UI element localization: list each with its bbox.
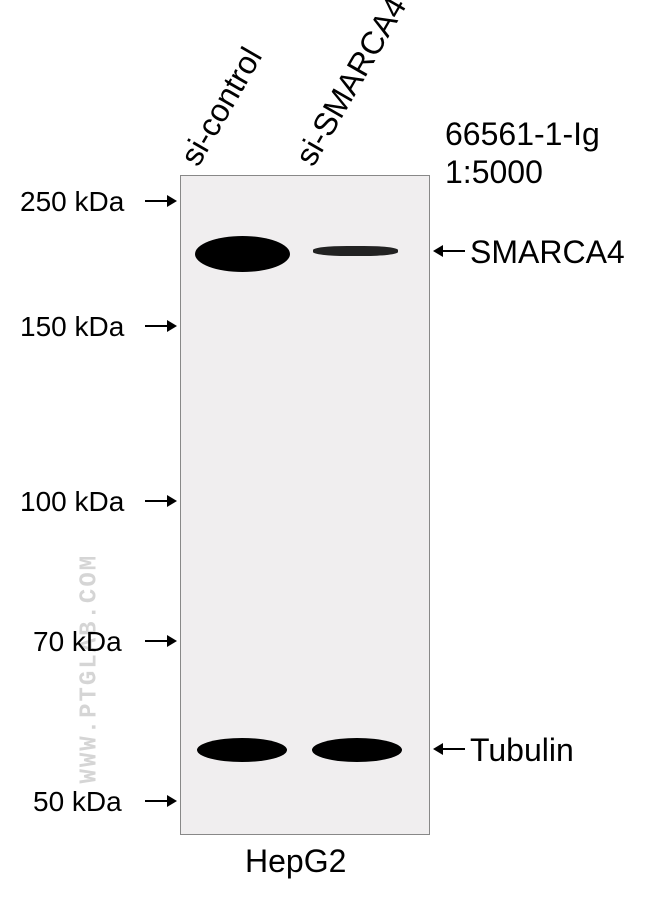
band-label-smarca4: SMARCA4 (470, 234, 625, 271)
band-tubulin-knockdown (312, 738, 402, 762)
blot-membrane (180, 175, 430, 835)
marker-100: 100 kDa (20, 486, 124, 518)
marker-250: 250 kDa (20, 186, 124, 218)
antibody-info: 66561-1-Ig 1:5000 (445, 115, 600, 192)
band-smarca4-knockdown (313, 246, 398, 256)
marker-arrow-150 (145, 325, 175, 327)
marker-arrow-50 (145, 800, 175, 802)
marker-arrow-250 (145, 200, 175, 202)
band-tubulin-control (197, 738, 287, 762)
marker-150: 150 kDa (20, 311, 124, 343)
marker-arrow-100 (145, 500, 175, 502)
band-smarca4-control (195, 236, 290, 272)
lane-label-knockdown: si-SMARCA4 (288, 0, 414, 172)
marker-70: 70 kDa (33, 626, 122, 658)
band-arrow-smarca4 (435, 250, 465, 252)
marker-arrow-70 (145, 640, 175, 642)
antibody-catalog: 66561-1-Ig (445, 115, 600, 153)
marker-50: 50 kDa (33, 786, 122, 818)
band-label-tubulin: Tubulin (470, 732, 574, 769)
band-arrow-tubulin (435, 748, 465, 750)
antibody-dilution: 1:5000 (445, 153, 600, 191)
lane-label-control: si-control (173, 41, 270, 172)
cell-line-label: HepG2 (245, 843, 346, 880)
watermark: WWW.PTGLAB.COM (77, 554, 104, 784)
